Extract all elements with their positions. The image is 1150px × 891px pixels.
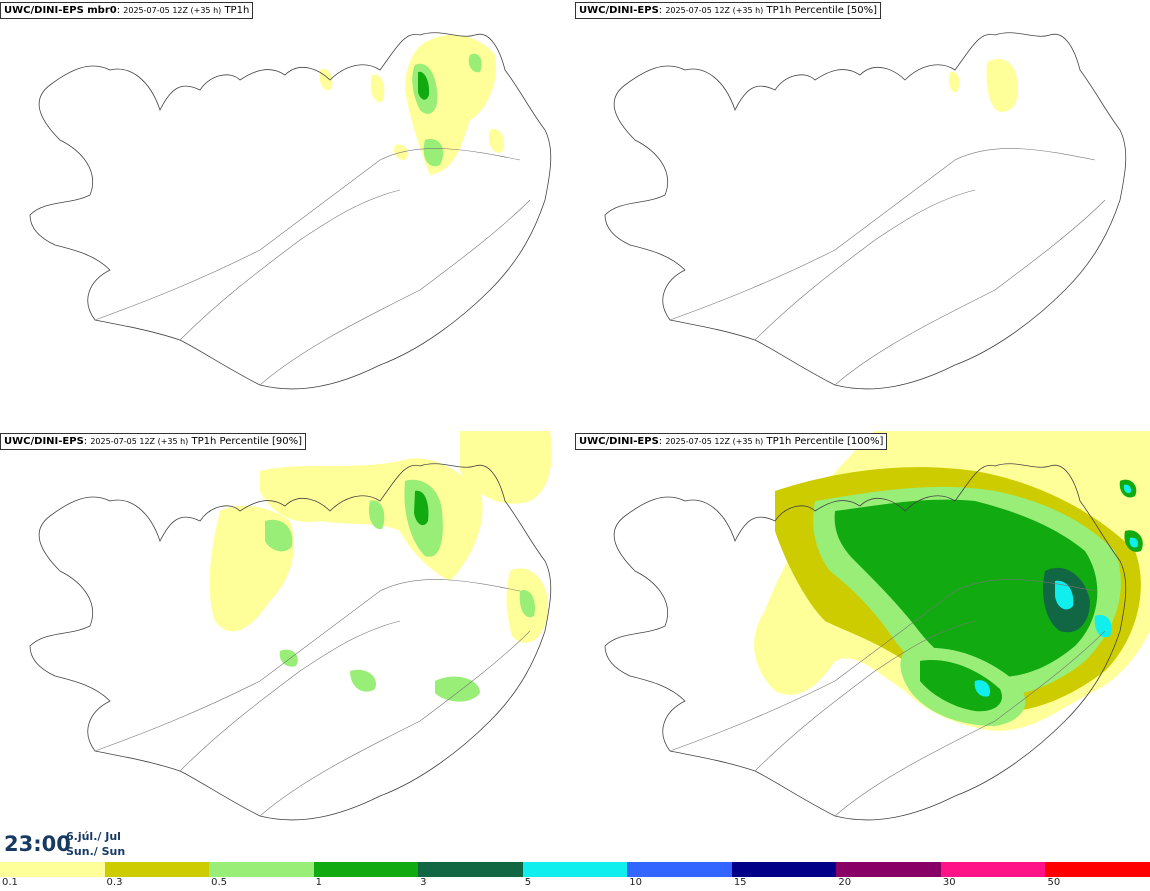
- model-name: UWC/DINI-EPS: [4, 436, 84, 447]
- colorbar-tick-label: 20: [838, 877, 852, 888]
- colorbar-tick-label: 3: [420, 877, 427, 888]
- panel-title: UWC/DINI-EPS: 2025-07-05 12Z (+35 h) TP1…: [575, 433, 888, 450]
- colorbar-segment: [418, 862, 523, 877]
- roads: [669, 148, 1106, 386]
- valid-time-box: 23:00 6.júl./ Jul Sun./ Sun: [0, 826, 126, 862]
- roads: [94, 579, 531, 817]
- colorbar-labels: 0.1 0.3 0.5 1 3 5 10 15 20 30 50: [0, 877, 1150, 891]
- panel-title: UWC/DINI-EPS: 2025-07-05 12Z (+35 h) TP1…: [0, 433, 307, 450]
- field-name: TP1h Percentile [90%]: [191, 436, 303, 447]
- colorbar-segment: [104, 862, 210, 877]
- coastline: [29, 463, 552, 821]
- colorbar-segment: [940, 862, 1046, 877]
- colorbar-segment: [627, 862, 732, 877]
- valid-day: Sun./ Sun: [66, 845, 126, 858]
- model-name: UWC/DINI-EPS: [579, 436, 659, 447]
- precip-map: [604, 431, 1150, 821]
- map-panel-member0: UWC/DINI-EPS mbr0: 2025-07-05 12Z (+35 h…: [0, 0, 575, 431]
- panel-title: UWC/DINI-EPS mbr0: 2025-07-05 12Z (+35 h…: [0, 2, 254, 19]
- run-time: 2025-07-05 12Z (+35 h): [665, 6, 764, 15]
- colorbar-tick-label: 50: [1047, 877, 1061, 888]
- field-name: TP1h: [224, 5, 250, 16]
- coastline: [604, 463, 1127, 821]
- colorbar-segment: [1045, 862, 1150, 877]
- colorbar-segment: [313, 862, 419, 877]
- precip-fill: [319, 35, 505, 175]
- precip-fill: [209, 431, 552, 702]
- field-name: TP1h Percentile [100%]: [766, 436, 884, 447]
- run-time: 2025-07-05 12Z (+35 h): [123, 6, 222, 15]
- colorbar-tick-label: 0.1: [2, 877, 18, 888]
- panel-title: UWC/DINI-EPS: 2025-07-05 12Z (+35 h) TP1…: [575, 2, 882, 19]
- colorbar-tick-label: 15: [733, 877, 747, 888]
- valid-date: 6.júl./ Jul: [66, 830, 121, 843]
- run-time: 2025-07-05 12Z (+35 h): [665, 437, 764, 446]
- roads: [94, 148, 531, 386]
- colorbar-tick-label: 5: [524, 877, 532, 888]
- colorbar-tick-label: 1: [315, 877, 322, 888]
- colorbar-segment: [731, 862, 837, 877]
- model-name: UWC/DINI-EPS mbr0: [4, 5, 117, 16]
- precip-map: [29, 431, 552, 821]
- colorbar-segment: [0, 862, 105, 877]
- precip-map: [604, 32, 1127, 390]
- roads: [669, 579, 1106, 817]
- coastline: [604, 32, 1127, 390]
- precip-colorbar: [0, 862, 1150, 877]
- coastline: [29, 32, 552, 390]
- field-name: TP1h Percentile [50%]: [766, 5, 878, 16]
- precip-fill: [754, 431, 1150, 731]
- map-panel-p100: UWC/DINI-EPS: 2025-07-05 12Z (+35 h) TP1…: [575, 431, 1150, 862]
- colorbar-tick-label: 10: [629, 877, 642, 888]
- map-panel-p90: UWC/DINI-EPS: 2025-07-05 12Z (+35 h) TP1…: [0, 431, 575, 862]
- precip-fill: [948, 59, 1018, 112]
- colorbar-segment: [836, 862, 941, 877]
- map-panel-p50: UWC/DINI-EPS: 2025-07-05 12Z (+35 h) TP1…: [575, 0, 1150, 431]
- colorbar-tick-label: 30: [942, 877, 956, 888]
- colorbar-segment: [522, 862, 628, 877]
- valid-time-clock: 23:00: [4, 832, 71, 856]
- run-time: 2025-07-05 12Z (+35 h): [90, 437, 189, 446]
- model-name: UWC/DINI-EPS: [579, 5, 659, 16]
- precip-map: [29, 32, 552, 390]
- colorbar-segment: [209, 862, 314, 877]
- colorbar-tick-label: 0.3: [106, 877, 123, 888]
- colorbar-tick-label: 0.5: [211, 877, 227, 888]
